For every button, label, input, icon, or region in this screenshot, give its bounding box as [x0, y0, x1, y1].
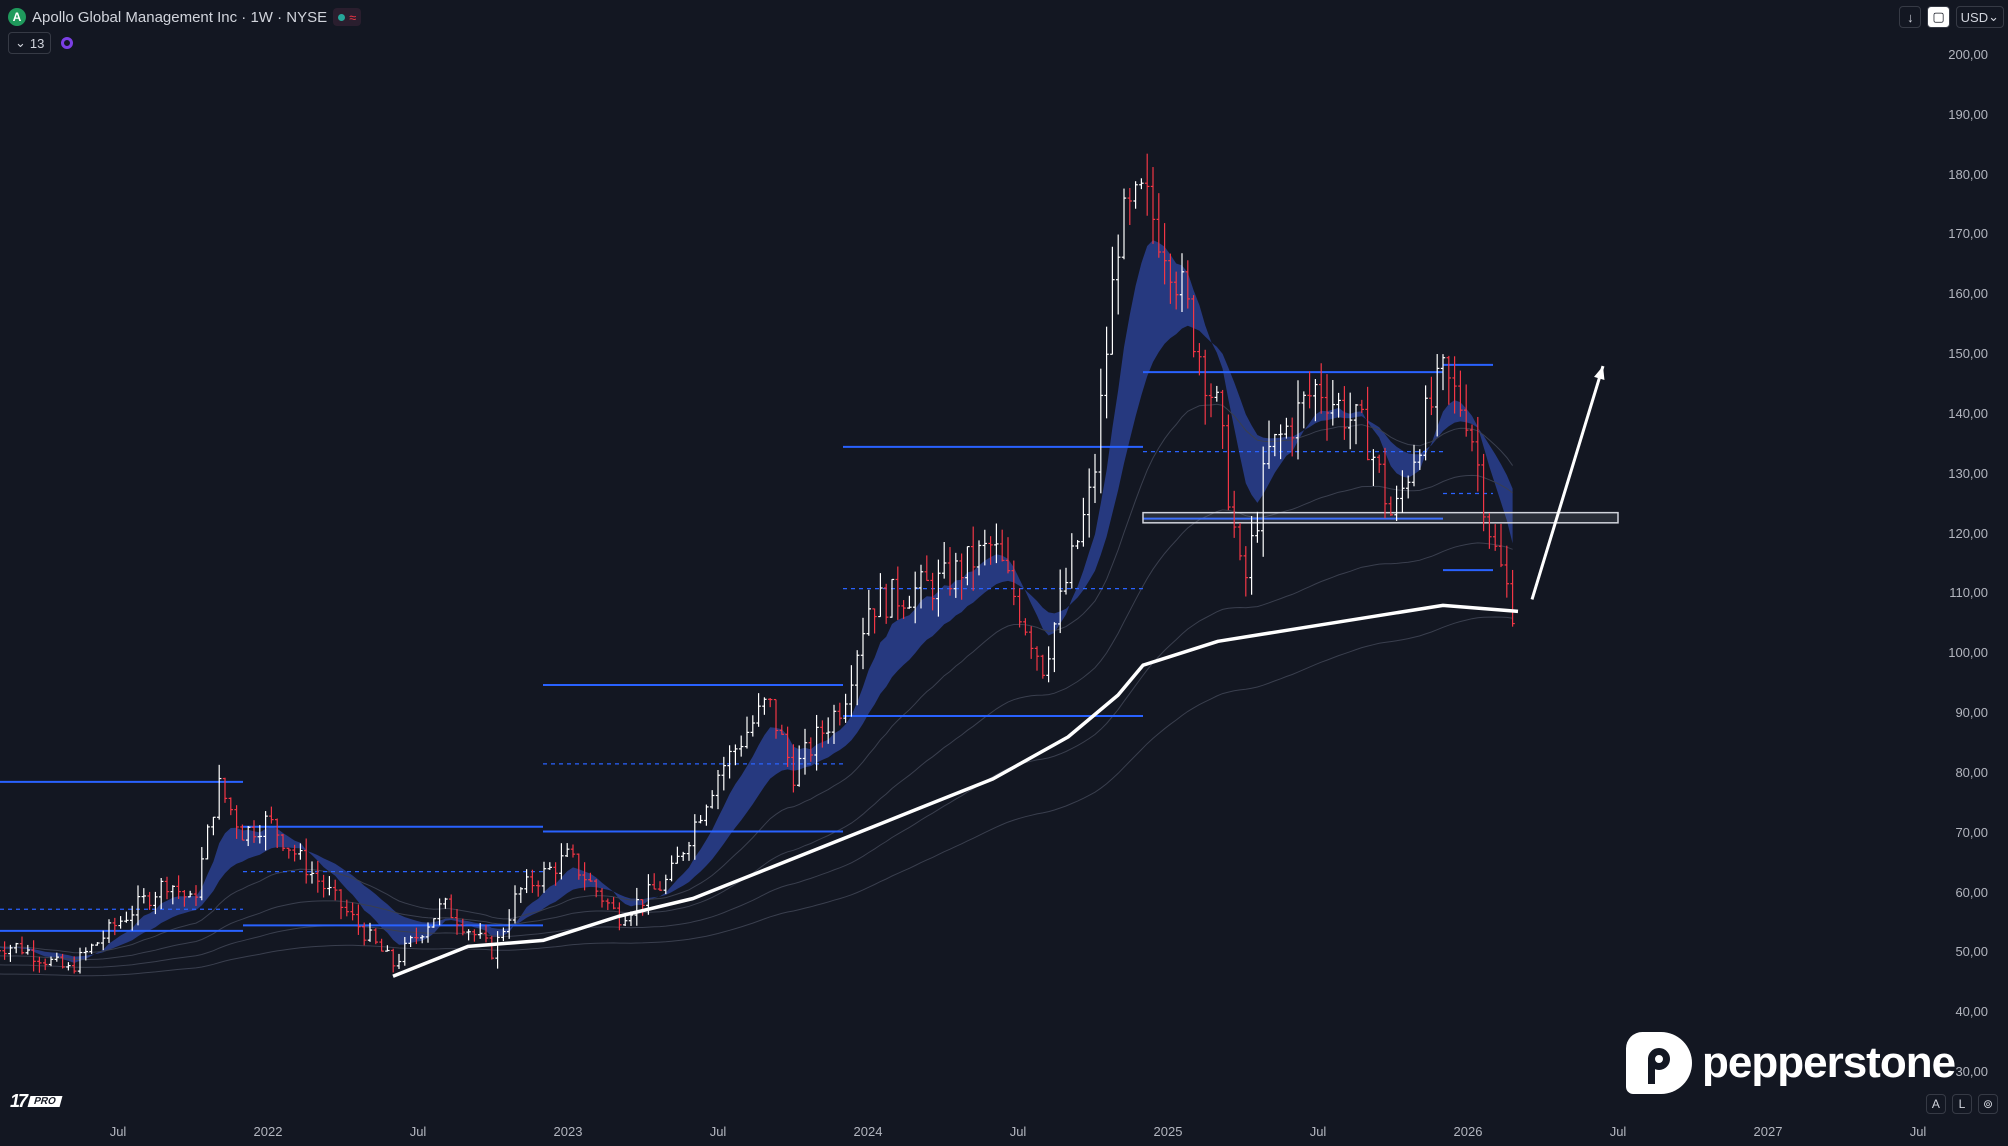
price-tick-label: 140,00	[1948, 405, 1988, 421]
price-tick-label: 90,00	[1955, 705, 1988, 721]
market-open-icon	[338, 13, 346, 21]
currency-button[interactable]: USD ⌄	[1955, 6, 2004, 28]
price-tick-label: 60,00	[1955, 884, 1988, 900]
price-tick-label: 170,00	[1948, 226, 1988, 242]
pro-tag: PRO	[27, 1096, 63, 1107]
price-tick-label: 80,00	[1955, 764, 1988, 780]
price-tick-label: 150,00	[1948, 346, 1988, 362]
time-tick-label: Jul	[1609, 1124, 1627, 1139]
horizontal-levels	[0, 363, 1493, 932]
price-tick-label: 40,00	[1955, 1004, 1988, 1020]
moving-average	[392, 603, 1519, 978]
price-tick-label: 30,00	[1955, 1064, 1988, 1079]
time-tick-label: 2025	[1153, 1124, 1183, 1139]
tradingview-logo[interactable]: 17 PRO	[10, 1091, 63, 1112]
price-tick-label: 130,00	[1948, 465, 1988, 481]
price-tick-label: 70,00	[1955, 824, 1988, 840]
indicators-toggle[interactable]: ⌄ 13	[8, 32, 52, 54]
ema-band	[0, 240, 1513, 963]
download-button[interactable]: ↓	[1899, 6, 1922, 28]
pepperstone-logo: pepperstone	[1626, 1032, 1956, 1094]
market-status[interactable]: ≈	[333, 8, 362, 26]
price-tick-label: 120,00	[1948, 525, 1988, 541]
time-tick-label: Jul	[1309, 1124, 1327, 1139]
currency-label: USD	[1960, 9, 1989, 25]
price-tick-label: 50,00	[1955, 944, 1988, 960]
log-scale-button[interactable]: L	[1951, 1094, 1972, 1114]
gear-icon[interactable]	[61, 37, 74, 49]
price-tick-label: 110,00	[1949, 585, 1988, 601]
chevron-down-icon: ⌄	[15, 35, 26, 50]
wave-icon: ≈	[349, 9, 357, 25]
scale-controls: A L ⊚	[1925, 1094, 1998, 1114]
ema-ribbon	[0, 240, 1513, 963]
symbol-logo[interactable]: A	[8, 8, 26, 26]
time-tick-label: Jul	[109, 1124, 127, 1139]
projection-arrow	[1530, 365, 1605, 600]
time-tick-label: 2024	[853, 1124, 883, 1139]
long-ema-lines	[0, 403, 1514, 977]
arrow-head	[1594, 366, 1605, 381]
top-right-toolbar: ↓ ▢ USD ⌄	[1899, 6, 2004, 28]
time-tick-label: 2027	[1753, 1124, 1783, 1139]
time-tick-label: 2022	[253, 1124, 283, 1139]
tv-mark: 17	[10, 1091, 28, 1111]
symbol-header: A Apollo Global Management Inc · 1W · NY…	[8, 6, 362, 28]
price-tick-label: 160,00	[1948, 286, 1988, 302]
symbol-title[interactable]: Apollo Global Management Inc · 1W · NYSE	[32, 8, 328, 26]
candles	[0, 153, 1515, 974]
price-tick-label: 200,00	[1948, 47, 1988, 62]
settings-icon[interactable]: ⊚	[1977, 1094, 1998, 1114]
pepperstone-icon	[1626, 1032, 1692, 1094]
arrow-shaft	[1530, 365, 1605, 600]
time-tick-label: Jul	[1009, 1124, 1027, 1139]
long-ema-line	[0, 474, 1513, 961]
long-ema-line	[0, 616, 1513, 977]
moving-average-line	[392, 603, 1519, 978]
indicator-count: 13	[29, 35, 45, 51]
long-ema-line	[0, 542, 1513, 968]
support-zone	[1142, 511, 1619, 524]
brand-name: pepperstone	[1702, 1038, 1956, 1087]
screenshot-button[interactable]: ▢	[1927, 6, 1950, 28]
support-zone-rect	[1142, 511, 1619, 524]
time-tick-label: 2026	[1453, 1124, 1483, 1139]
indicator-row: ⌄ 13	[8, 32, 74, 54]
time-tick-label: 2023	[553, 1124, 583, 1139]
price-tick-label: 190,00	[1948, 106, 1988, 122]
chevron-down-icon: ⌄	[1988, 9, 1999, 24]
time-tick-label: Jul	[409, 1124, 427, 1139]
price-tick-label: 100,00	[1948, 645, 1988, 661]
time-tick-label: Jul	[1909, 1124, 1927, 1139]
price-tick-label: 180,00	[1948, 166, 1988, 182]
auto-scale-button[interactable]: A	[1925, 1094, 1946, 1114]
long-ema-line	[0, 403, 1514, 954]
time-tick-label: Jul	[709, 1124, 727, 1139]
